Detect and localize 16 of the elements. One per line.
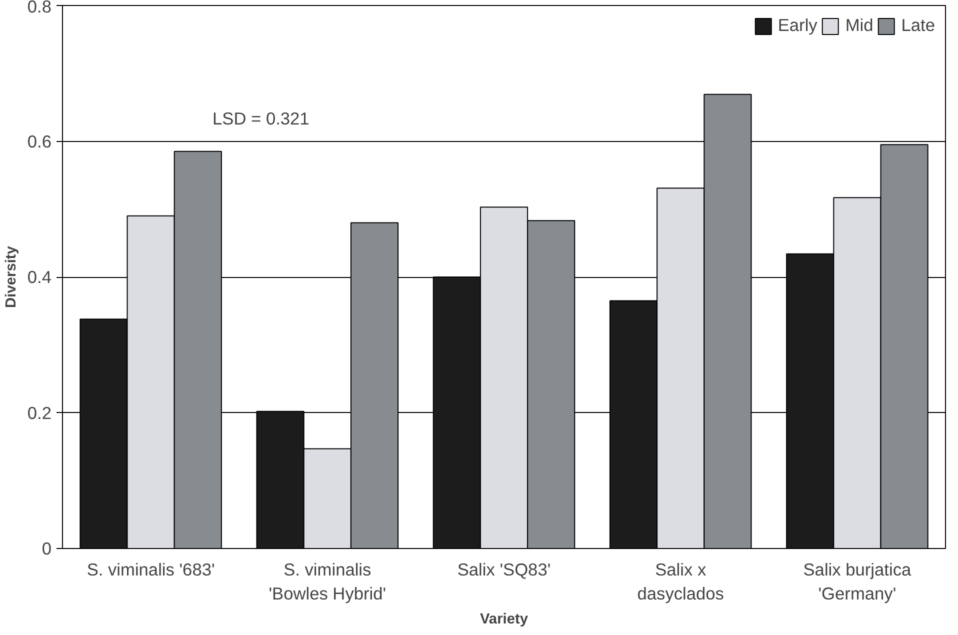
x-tick-label: S. viminalis '683' (86, 560, 215, 580)
x-tick-label: Salix x dasyclados (637, 560, 724, 604)
y-tick-label: 0 (42, 538, 52, 558)
legend-label: Late (901, 15, 935, 36)
y-tick-label: 0.8 (27, 0, 52, 16)
x-tick-label: Salix burjatica 'Germany' (803, 560, 912, 604)
x-tick-label: Salix 'SQ83' (457, 560, 551, 580)
x-tick-label: S. viminalis 'Bowles Hybrid' (268, 560, 386, 604)
y-tick-label: 0.6 (27, 131, 52, 152)
y-tick-label: 0.4 (27, 267, 52, 287)
x-axis-title: Variety (480, 612, 529, 628)
legend-label: Early (778, 15, 818, 36)
annotation: LSD = 0.321 (212, 108, 310, 128)
legend-label: Mid (845, 15, 874, 36)
y-axis-title: Diversity (3, 245, 20, 308)
y-tick-label: 0.2 (27, 402, 52, 423)
